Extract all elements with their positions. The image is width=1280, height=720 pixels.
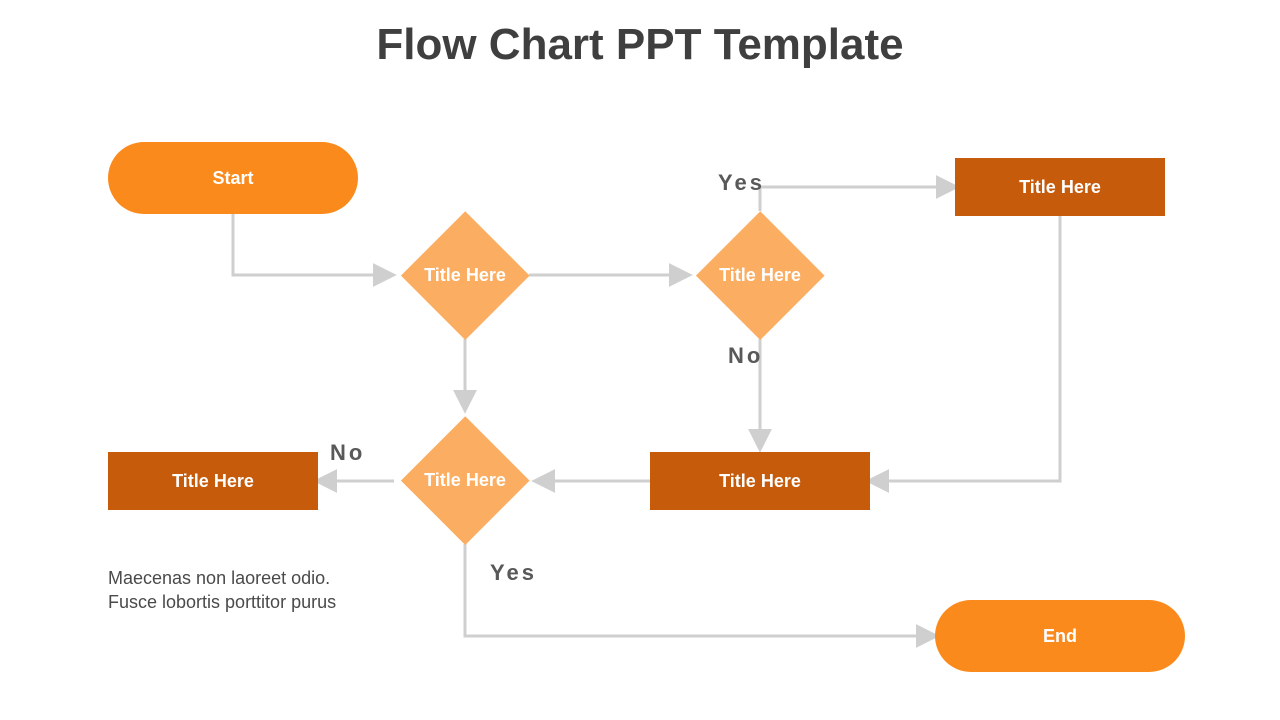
end-node-label: End [1043, 626, 1077, 647]
decision-node-2: Title Here [696, 211, 824, 339]
process-node-left-label: Title Here [172, 471, 254, 492]
start-node: Start [108, 142, 358, 214]
start-node-label: Start [212, 168, 253, 189]
process-node-middle: Title Here [650, 452, 870, 510]
decision-node-2-label: Title Here [696, 211, 824, 339]
decision-node-1-label: Title Here [401, 211, 529, 339]
end-node: End [935, 600, 1185, 672]
caption-line-1: Maecenas non laoreet odio. [108, 566, 336, 590]
process-node-top-label: Title Here [1019, 177, 1101, 198]
decision-node-1: Title Here [401, 211, 529, 339]
process-node-middle-label: Title Here [719, 471, 801, 492]
process-node-top: Title Here [955, 158, 1165, 216]
decision-node-3: Title Here [401, 416, 529, 544]
caption-text: Maecenas non laoreet odio. Fusce loborti… [108, 566, 336, 615]
process-node-left: Title Here [108, 452, 318, 510]
edge-label-yes-1: Yes [718, 170, 765, 196]
edge-label-no-1: No [728, 343, 763, 369]
flowchart-canvas: Start End Title Here Title Here Title He… [0, 0, 1280, 720]
decision-node-3-label: Title Here [401, 416, 529, 544]
caption-line-2: Fusce lobortis porttitor purus [108, 590, 336, 614]
edge-label-yes-2: Yes [490, 560, 537, 586]
edge-label-no-2: No [330, 440, 365, 466]
